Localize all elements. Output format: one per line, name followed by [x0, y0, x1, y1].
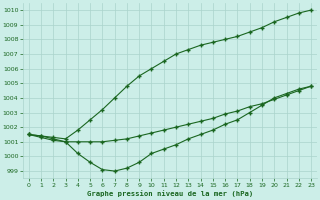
X-axis label: Graphe pression niveau de la mer (hPa): Graphe pression niveau de la mer (hPa): [87, 190, 253, 197]
